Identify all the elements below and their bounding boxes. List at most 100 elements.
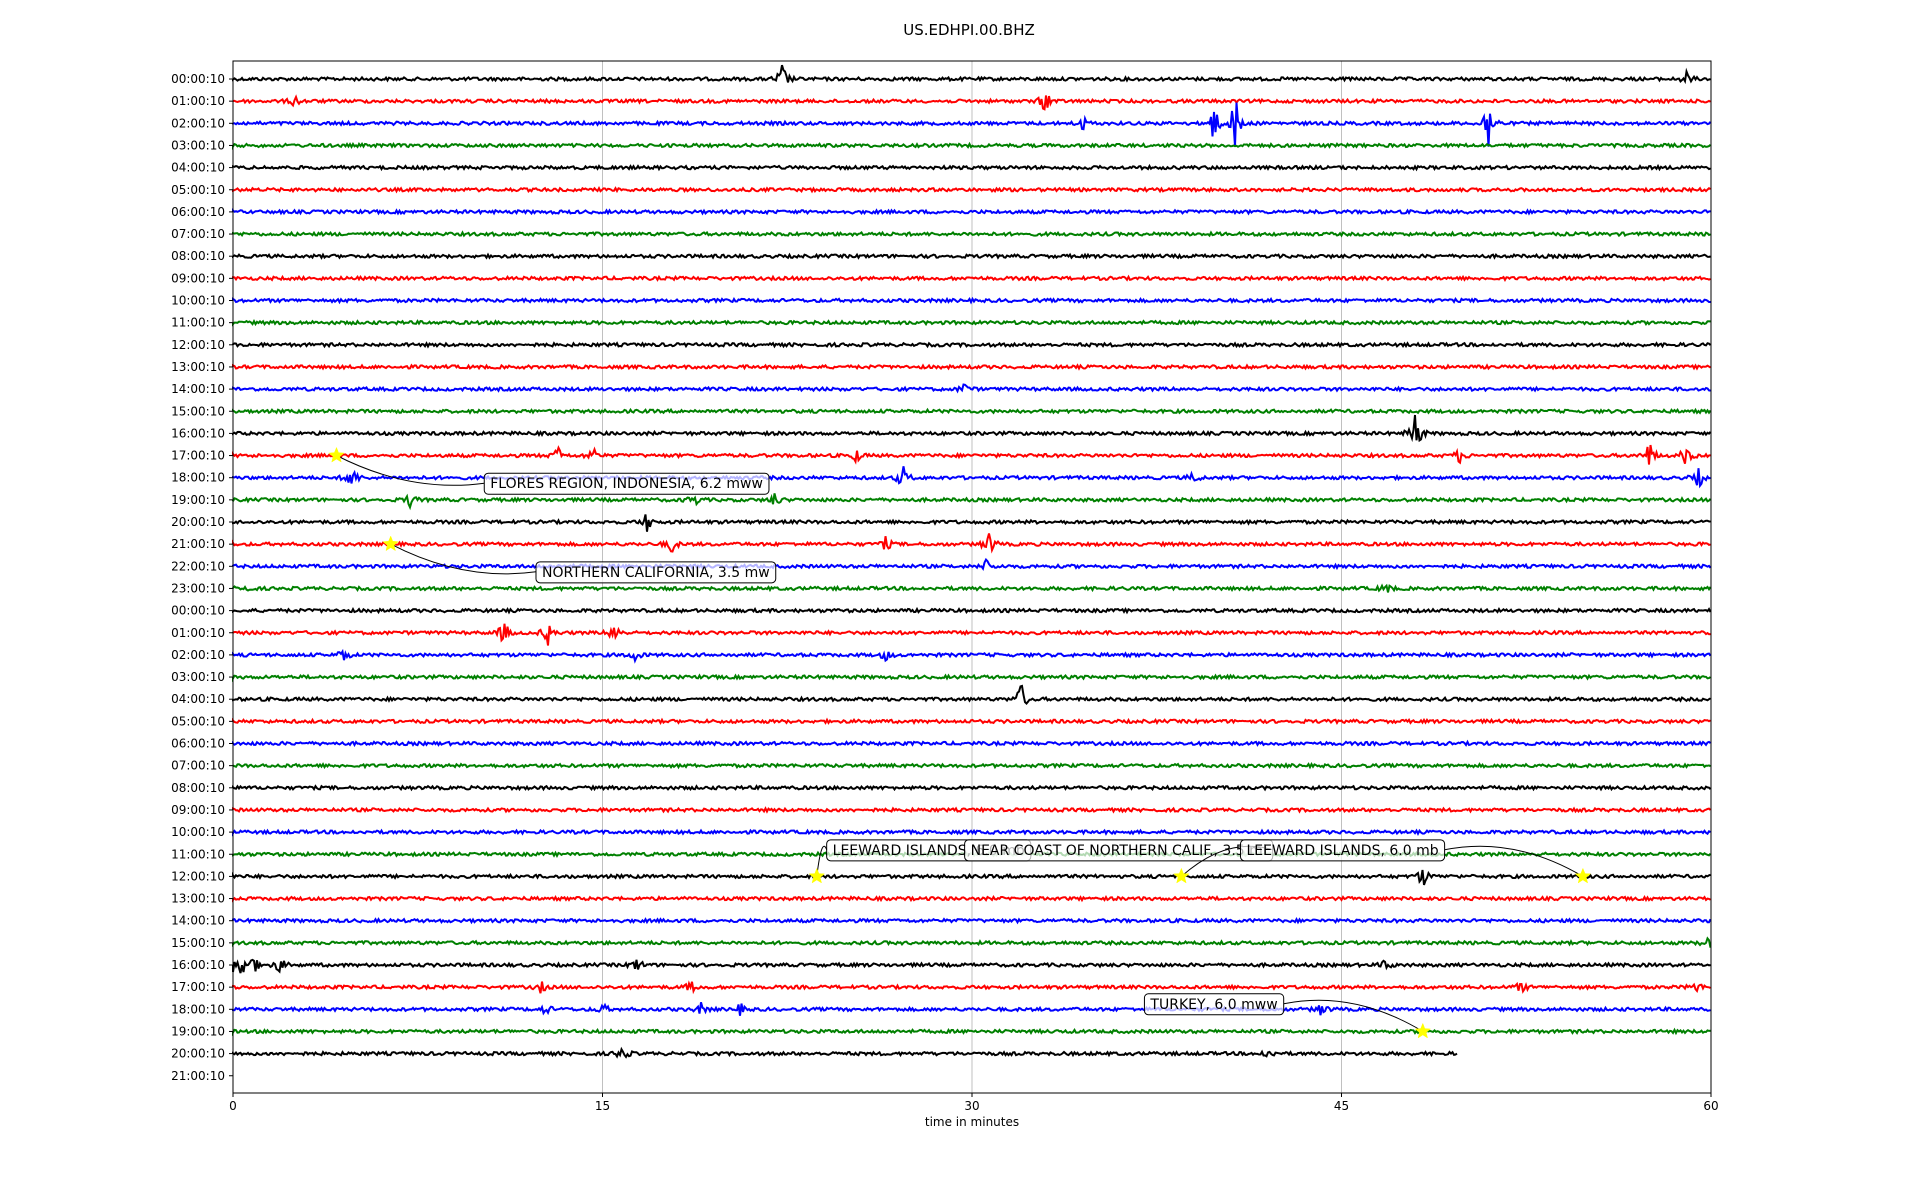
trace-row-24: [232, 606, 1712, 615]
y-tick-label-6: 06:00:10: [171, 205, 225, 219]
trace-row-14: [232, 383, 1711, 394]
trace-row-38: [232, 916, 1712, 925]
event-label-1: NORTHERN CALIFORNIA, 3.5 mw: [542, 565, 770, 581]
y-tick-label-17: 17:00:10: [171, 449, 225, 463]
event-label-box-5: [1143, 993, 1285, 1016]
y-tick-label-19: 19:00:10: [171, 493, 225, 507]
chart-title: US.EDHPI.00.BHZ: [903, 21, 1035, 39]
event-star-0: [328, 446, 345, 463]
y-tick-label-23: 23:00:10: [171, 581, 225, 595]
y-tick-label-12: 12:00:10: [171, 338, 225, 352]
y-tick-label-16: 16:00:10: [171, 426, 225, 440]
trace-row-27: [232, 673, 1712, 683]
trace-row-19: [232, 493, 1712, 511]
y-tick-label-30: 06:00:10: [171, 737, 225, 751]
y-tick-label-42: 18:00:10: [171, 1002, 225, 1016]
event-annotation-3: NEAR COAST OF NORTHERN CALIF., 3.5 ml: [964, 839, 1274, 884]
trace-row-1: [232, 94, 1711, 111]
trace-row-3: [232, 141, 1712, 150]
event-layer: FLORES REGION, INDONESIA, 6.2 mww NORTHER…: [328, 446, 1592, 1039]
y-tick-label-40: 16:00:10: [171, 958, 225, 972]
event-label-3: NEAR COAST OF NORTHERN CALIF., 3.5 ml: [971, 843, 1267, 859]
trace-row-32: [232, 784, 1712, 792]
trace-row-36: [232, 869, 1711, 886]
y-tick-label-9: 09:00:10: [171, 271, 225, 285]
y-tick-label-36: 12:00:10: [171, 869, 225, 883]
event-star-2: [808, 867, 826, 884]
trace-row-28: [232, 684, 1712, 705]
event-annotation-4: LEEWARD ISLANDS, 6.0 mb: [1240, 839, 1592, 884]
trace-row-29: [232, 717, 1712, 726]
y-tick-label-43: 19:00:10: [171, 1024, 225, 1038]
trace-row-41: [232, 980, 1711, 995]
trace-row-37: [232, 894, 1711, 903]
y-tick-label-1: 01:00:10: [171, 94, 225, 108]
y-tick-label-25: 01:00:10: [171, 626, 225, 640]
y-tick-label-31: 07:00:10: [171, 759, 225, 773]
event-label-box-0: [483, 472, 770, 495]
trace-row-0: [232, 64, 1711, 85]
event-star-3: [1173, 867, 1190, 884]
event-connector-1: [390, 543, 537, 575]
trace-row-44: [232, 1046, 1458, 1059]
trace-layer: [232, 64, 1712, 1059]
y-tick-label-35: 11:00:10: [171, 847, 225, 861]
trace-row-21: [232, 533, 1711, 554]
trace-row-7: [232, 230, 1711, 238]
y-tick-label-24: 00:00:10: [171, 604, 225, 618]
trace-row-13: [232, 363, 1712, 371]
trace-row-8: [232, 252, 1711, 260]
y-tick-label-27: 03:00:10: [171, 670, 225, 684]
y-tick-label-37: 13:00:10: [171, 892, 225, 906]
x-tick-label-0: 0: [229, 1099, 237, 1113]
event-label-5: TURKEY, 6.0 mww: [1149, 997, 1277, 1013]
trace-row-18: [232, 466, 1711, 489]
trace-row-6: [232, 208, 1711, 216]
trace-row-4: [232, 163, 1711, 172]
y-tick-label-22: 22:00:10: [171, 559, 225, 573]
y-tick-label-4: 04:00:10: [171, 161, 225, 175]
y-tick-label-7: 07:00:10: [171, 227, 225, 241]
y-tick-label-33: 09:00:10: [171, 803, 225, 817]
trace-row-10: [232, 296, 1711, 305]
event-label-box-1: [535, 561, 777, 584]
trace-row-42: [232, 1002, 1711, 1016]
x-tick-labels: 0 15 30 45 60: [229, 1093, 1719, 1113]
y-tick-label-15: 15:00:10: [171, 404, 225, 418]
trace-row-11: [232, 319, 1711, 327]
y-tick-label-10: 10:00:10: [171, 294, 225, 308]
trace-row-31: [232, 761, 1711, 770]
event-annotation-0: FLORES REGION, INDONESIA, 6.2 mww: [328, 446, 770, 495]
x-tick-label-3: 45: [1334, 1099, 1349, 1113]
event-star-5: [1414, 1022, 1432, 1039]
trace-row-39: [232, 936, 1712, 948]
event-connector-4: [1444, 845, 1584, 877]
y-tick-label-21: 21:00:10: [171, 537, 225, 551]
y-tick-label-8: 08:00:10: [171, 249, 225, 263]
event-label-4: LEEWARD ISLANDS, 6.0 mb: [1247, 843, 1439, 859]
y-tick-label-14: 14:00:10: [171, 382, 225, 396]
y-tick-label-5: 05:00:10: [171, 183, 225, 197]
event-label-box-4: [1240, 839, 1446, 862]
y-tick-label-38: 14:00:10: [171, 914, 225, 928]
y-tick-label-2: 02:00:10: [171, 116, 225, 130]
event-annotation-5: TURKEY, 6.0 mww: [1143, 993, 1432, 1039]
event-label-0: FLORES REGION, INDONESIA, 6.2 mww: [490, 476, 763, 492]
x-tick-label-4: 60: [1703, 1099, 1718, 1113]
x-tick-label-2: 30: [964, 1099, 979, 1113]
y-tick-label-32: 08:00:10: [171, 781, 225, 795]
y-tick-label-18: 18:00:10: [171, 471, 225, 485]
event-annotation-1: NORTHERN CALIFORNIA, 3.5 mw: [382, 535, 777, 584]
trace-row-33: [232, 806, 1712, 814]
y-tick-label-41: 17:00:10: [171, 980, 225, 994]
y-tick-labels: 00:00:10 01:00:10 02:00:10 03:00:10 04:00:10…: [171, 72, 233, 1083]
y-tick-label-34: 10:00:10: [171, 825, 225, 839]
trace-row-30: [232, 739, 1712, 748]
y-tick-label-11: 11:00:10: [171, 316, 225, 330]
y-tick-label-13: 13:00:10: [171, 360, 225, 374]
trace-row-9: [232, 274, 1711, 282]
y-tick-label-45: 21:00:10: [171, 1069, 225, 1083]
y-tick-label-26: 02:00:10: [171, 648, 225, 662]
event-star-1: [382, 535, 399, 552]
